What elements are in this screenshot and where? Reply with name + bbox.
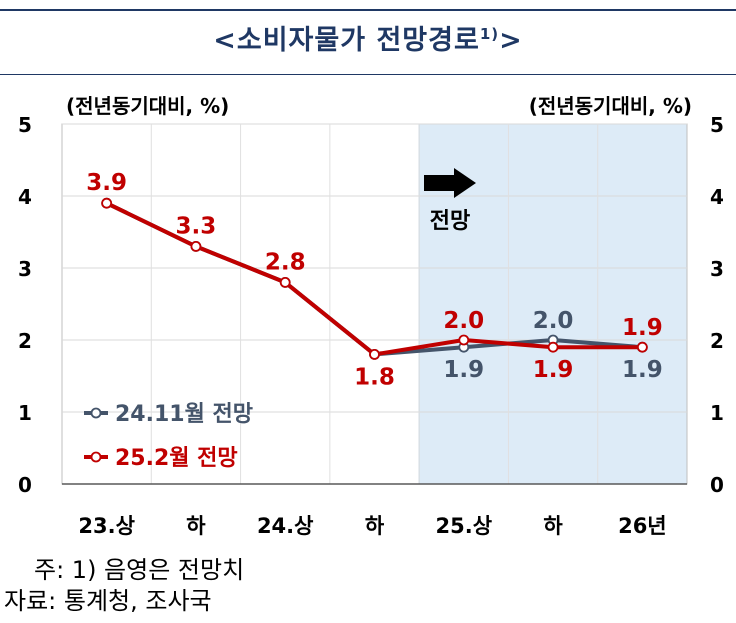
data-label: 3.3 xyxy=(176,213,217,239)
data-label: 2.0 xyxy=(443,308,484,334)
x-tick-label: 25.상 xyxy=(436,514,493,538)
y-tick-left: 2 xyxy=(18,329,32,353)
legend-marker xyxy=(90,451,102,463)
y-tick-right: 1 xyxy=(710,401,724,425)
data-point xyxy=(190,240,202,252)
y-tick-right: 5 xyxy=(710,113,724,137)
x-tick-label: 하 xyxy=(365,514,385,538)
legend-entry: 25.2월 전망 xyxy=(115,446,238,471)
x-tick-label: 하 xyxy=(186,514,206,538)
data-point xyxy=(369,348,380,360)
notes: 주: 1) 음영은 전망치 자료: 통계청, 조사국 xyxy=(4,555,244,617)
data-point xyxy=(636,341,648,353)
data-label: 1.8 xyxy=(354,364,395,390)
title-rule xyxy=(0,74,736,75)
y-tick-right: 0 xyxy=(710,473,724,497)
y-tick-left: 3 xyxy=(18,257,32,281)
x-tick-label: 24.상 xyxy=(257,514,314,538)
data-point xyxy=(458,334,470,346)
data-label: 1.9 xyxy=(533,357,574,383)
y-tick-right: 2 xyxy=(710,329,724,353)
data-point xyxy=(547,341,559,353)
y-tick-left: 1 xyxy=(18,401,32,425)
legend-marker xyxy=(90,407,102,419)
note-source: 자료: 통계청, 조사국 xyxy=(4,587,212,615)
data-label: 3.9 xyxy=(86,170,127,196)
y-tick-left: 0 xyxy=(18,473,32,497)
x-tick-label: 26년 xyxy=(618,514,667,538)
y-tick-left: 4 xyxy=(18,185,32,209)
x-tick-label: 23.상 xyxy=(78,514,135,538)
forecast-label: 전망 xyxy=(430,209,470,234)
y-tick-right: 4 xyxy=(710,185,724,209)
line-chart: 0 0 1 1 2 2 3 3 4 4 5 5 (전년동기대비, %) (전년동기대비, %) 23.상 하 2… xyxy=(18,94,724,538)
data-label: 2.0 xyxy=(533,308,574,334)
data-label: 1.9 xyxy=(622,357,663,383)
note-shading: 주: 1) 음영은 전망치 xyxy=(34,556,245,584)
data-point xyxy=(101,197,113,209)
x-tick-label: 하 xyxy=(543,514,563,538)
y-tick-left: 5 xyxy=(18,113,32,137)
legend-entry: 24.11월 전망 xyxy=(115,402,253,427)
unit-label-left: (전년동기대비, %) xyxy=(66,94,229,118)
top-rule xyxy=(0,9,736,11)
data-label: 1.9 xyxy=(443,357,484,383)
data-label: 2.8 xyxy=(265,249,306,275)
data-point xyxy=(279,276,291,288)
data-label: 1.9 xyxy=(622,315,663,341)
unit-label-right: (전년동기대비, %) xyxy=(529,94,692,118)
chart-title: <소비자물가 전망경로1)> xyxy=(213,25,523,56)
forecast-arrow-icon xyxy=(424,168,476,198)
y-tick-right: 3 xyxy=(710,257,724,281)
